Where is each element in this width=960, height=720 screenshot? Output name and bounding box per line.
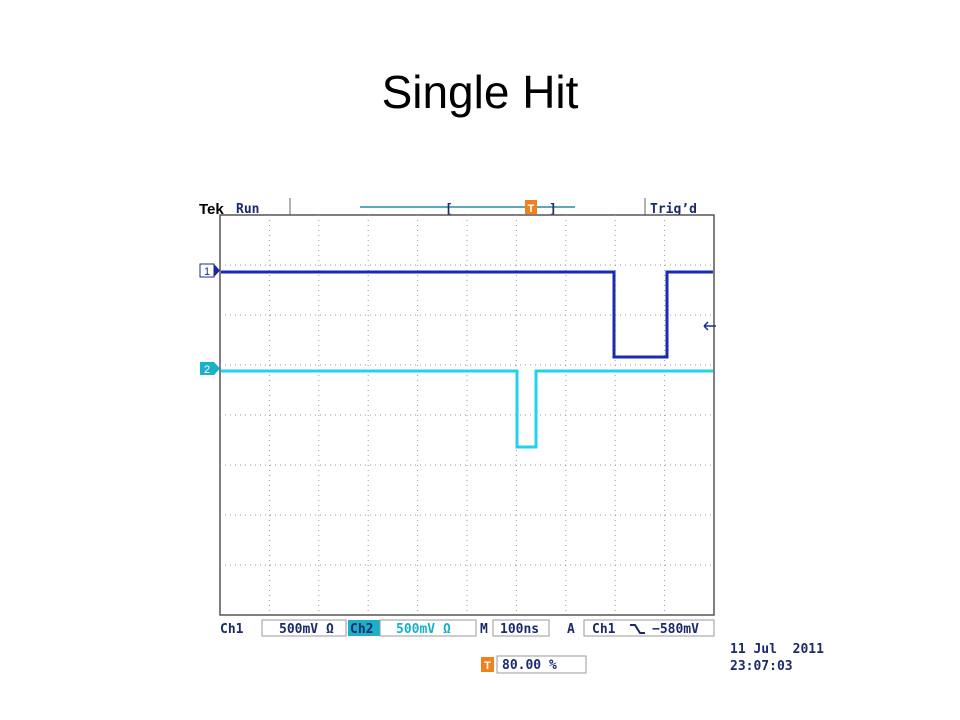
ch2-marker-arrow [214, 362, 220, 375]
trigger-source: Ch1 [592, 622, 616, 637]
brand: Tek [199, 201, 224, 218]
bracket: ] [549, 202, 557, 217]
ch2-marker [200, 362, 214, 375]
bracket: [ [445, 202, 453, 217]
time-scale-box [492, 619, 550, 637]
ch2-scale: 500mV Ω [396, 622, 451, 637]
time: 23:07:03 [730, 659, 793, 674]
time-scale: 100ns [500, 622, 539, 637]
ch1-marker-arrow [214, 264, 220, 277]
date: 11 Jul 2011 [730, 642, 824, 657]
trigger-position-marker: T [528, 203, 535, 215]
trigger-level-arrow [703, 321, 716, 331]
trigger-level: −580mV [652, 622, 699, 637]
time-label: M [480, 622, 488, 637]
ch1-scale-box [261, 619, 347, 637]
trigger-pos: 80.00 % [502, 658, 557, 673]
ch1-scale: 500mV Ω [279, 622, 334, 637]
trigger-pos-icon-box [481, 657, 494, 672]
trigger-pos-box [496, 655, 587, 674]
trigger-pos-icon: T [484, 660, 491, 672]
ch2-label: Ch2 [350, 622, 373, 637]
trigger-label: A [567, 622, 575, 637]
trigger-position-icon [525, 200, 537, 214]
slide-title: Single Hit [382, 66, 579, 118]
ch2-scale-box [379, 619, 477, 637]
ch1-label: Ch1 [220, 622, 244, 637]
ch2-trace [221, 369, 713, 449]
ch1-trace [221, 270, 713, 359]
slope-icon [630, 624, 645, 634]
ch2-label-box [348, 620, 380, 636]
trigger-box [583, 619, 715, 637]
run-state: Run [236, 202, 259, 217]
ch2-marker-label: 2 [204, 364, 210, 376]
ch1-marker-label: 1 [204, 266, 210, 278]
trigger-status: Trig’d [650, 202, 697, 217]
